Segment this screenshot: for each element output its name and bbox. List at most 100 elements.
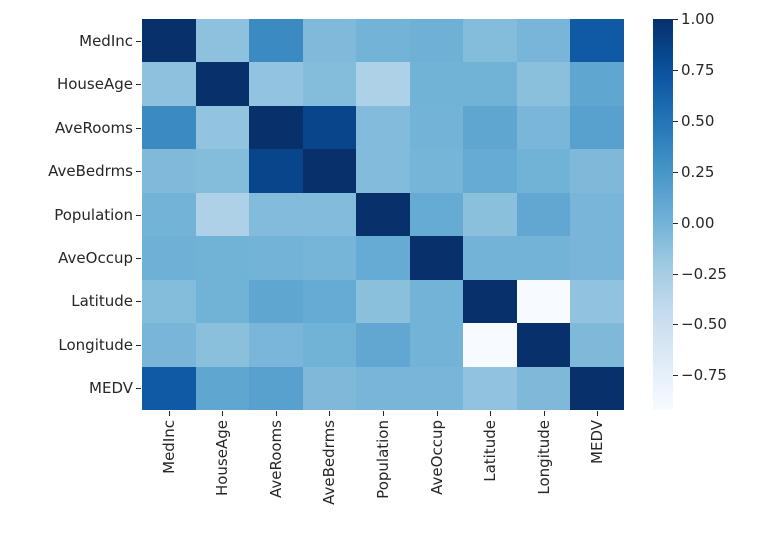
heatmap-cell bbox=[516, 236, 571, 280]
y-tick-label: HouseAge bbox=[56, 75, 133, 94]
heatmap-cell bbox=[409, 19, 464, 63]
heatmap-cell bbox=[463, 105, 517, 150]
heatmap-cell bbox=[409, 236, 464, 280]
y-tick-mark bbox=[136, 388, 141, 390]
heatmap-cell bbox=[195, 323, 250, 367]
heatmap-cell bbox=[463, 323, 517, 367]
heatmap-cell bbox=[249, 366, 303, 410]
heatmap-cell bbox=[463, 19, 517, 63]
heatmap-cell bbox=[249, 149, 303, 193]
correlation-heatmap bbox=[142, 19, 624, 410]
heatmap-cell bbox=[142, 19, 196, 63]
y-tick-mark bbox=[136, 301, 141, 303]
colorbar-tick-mark bbox=[673, 69, 678, 71]
heatmap-cell bbox=[570, 366, 624, 410]
heatmap-cell bbox=[516, 366, 571, 410]
heatmap-cell bbox=[249, 279, 303, 324]
heatmap-cell bbox=[249, 105, 303, 150]
heatmap-cell bbox=[516, 323, 571, 367]
x-tick-label: AveOccup bbox=[427, 420, 446, 495]
x-tick-mark bbox=[275, 411, 277, 416]
heatmap-cell bbox=[302, 236, 357, 280]
heatmap-cell bbox=[570, 149, 624, 193]
heatmap-cell bbox=[195, 366, 250, 410]
heatmap-cell bbox=[516, 192, 571, 237]
heatmap-cell bbox=[356, 149, 410, 193]
heatmap-cell bbox=[142, 279, 196, 324]
colorbar-tick-label: 0.00 bbox=[681, 213, 715, 232]
heatmap-cell bbox=[195, 279, 250, 324]
colorbar-tick-label: 0.25 bbox=[681, 162, 715, 181]
heatmap-cell bbox=[356, 19, 410, 63]
heatmap-cell bbox=[195, 192, 250, 237]
heatmap-cell bbox=[195, 105, 250, 150]
colorbar-tick-label: 0.50 bbox=[681, 111, 715, 130]
x-tick-label: MedInc bbox=[159, 420, 178, 474]
x-tick-mark bbox=[490, 411, 492, 416]
heatmap-cell bbox=[516, 149, 571, 193]
colorbar-tick-mark bbox=[673, 375, 678, 377]
heatmap-cell bbox=[570, 192, 624, 237]
colorbar-tick-label: 1.00 bbox=[681, 10, 715, 28]
y-tick-mark bbox=[136, 257, 141, 259]
x-tick-label: AveBedrms bbox=[320, 420, 339, 505]
x-tick-mark bbox=[436, 411, 438, 416]
heatmap-cell bbox=[249, 62, 303, 106]
heatmap-cell bbox=[463, 366, 517, 410]
heatmap-cell bbox=[142, 149, 196, 193]
heatmap-cell bbox=[302, 192, 357, 237]
y-tick-mark bbox=[136, 40, 141, 42]
heatmap-cell bbox=[463, 149, 517, 193]
colorbar-tick-mark bbox=[673, 19, 678, 20]
heatmap-cell bbox=[409, 192, 464, 237]
heatmap-cell bbox=[409, 105, 464, 150]
heatmap-cell bbox=[302, 149, 357, 193]
y-tick-mark bbox=[136, 127, 141, 129]
heatmap-cell bbox=[570, 279, 624, 324]
x-tick-label: HouseAge bbox=[213, 420, 232, 497]
heatmap-cell bbox=[409, 279, 464, 324]
heatmap-cell bbox=[356, 62, 410, 106]
x-tick-mark bbox=[543, 411, 545, 416]
y-tick-mark bbox=[136, 214, 141, 216]
heatmap-cell bbox=[409, 366, 464, 410]
x-tick-label: MEDV bbox=[588, 420, 607, 464]
y-tick-mark bbox=[136, 171, 141, 173]
x-tick-mark bbox=[168, 411, 170, 416]
heatmap-cell bbox=[302, 366, 357, 410]
heatmap-cell bbox=[356, 323, 410, 367]
heatmap-cell bbox=[249, 19, 303, 63]
y-tick-label: Longitude bbox=[58, 335, 133, 354]
heatmap-cell bbox=[463, 192, 517, 237]
heatmap-cell bbox=[356, 366, 410, 410]
heatmap-cell bbox=[195, 19, 250, 63]
x-tick-mark bbox=[222, 411, 224, 416]
x-tick-mark bbox=[383, 411, 384, 416]
heatmap-cell bbox=[142, 105, 196, 150]
heatmap-cell bbox=[356, 279, 410, 324]
heatmap-cell bbox=[570, 323, 624, 367]
x-tick-label: Population bbox=[374, 420, 392, 499]
heatmap-cell bbox=[142, 323, 196, 367]
colorbar-tick-mark bbox=[673, 120, 678, 122]
heatmap-cell bbox=[142, 62, 196, 106]
heatmap-cell bbox=[570, 62, 624, 106]
heatmap-cell bbox=[570, 19, 624, 63]
y-tick-mark bbox=[136, 84, 141, 86]
y-tick-label: MedInc bbox=[79, 31, 133, 50]
heatmap-cell bbox=[249, 323, 303, 367]
heatmap-cell bbox=[463, 279, 517, 324]
heatmap-cell bbox=[302, 323, 357, 367]
colorbar-tick-label: −0.25 bbox=[681, 264, 727, 283]
x-tick-mark bbox=[597, 411, 599, 416]
heatmap-cell bbox=[356, 192, 410, 237]
colorbar-tick-mark bbox=[673, 324, 678, 326]
heatmap-cell bbox=[463, 236, 517, 280]
heatmap-cell bbox=[516, 105, 571, 150]
y-tick-label: Population bbox=[54, 205, 133, 224]
heatmap-cell bbox=[142, 192, 196, 237]
y-tick-label: AveOccup bbox=[58, 248, 133, 267]
heatmap-cell bbox=[195, 62, 250, 106]
heatmap-cell bbox=[409, 149, 464, 193]
colorbar-tick-mark bbox=[673, 273, 678, 275]
